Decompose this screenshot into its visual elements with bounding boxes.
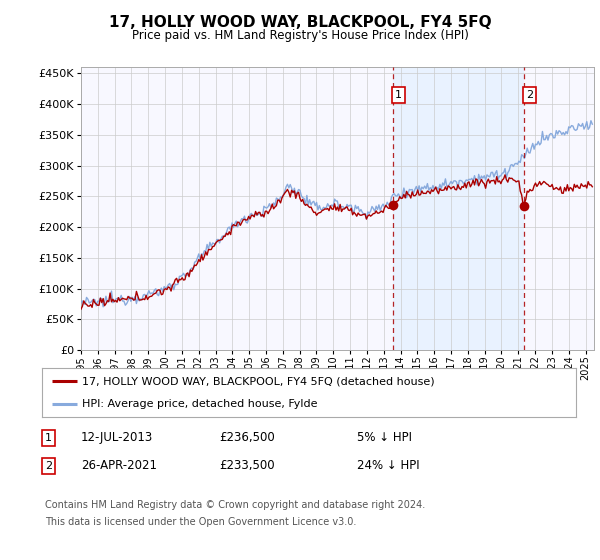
Text: 24% ↓ HPI: 24% ↓ HPI — [357, 459, 419, 473]
Text: Price paid vs. HM Land Registry's House Price Index (HPI): Price paid vs. HM Land Registry's House … — [131, 29, 469, 42]
Text: 2: 2 — [526, 90, 533, 100]
Text: This data is licensed under the Open Government Licence v3.0.: This data is licensed under the Open Gov… — [45, 517, 356, 527]
Text: £236,500: £236,500 — [219, 431, 275, 445]
Text: 2: 2 — [45, 461, 52, 471]
Text: 1: 1 — [45, 433, 52, 443]
Text: Contains HM Land Registry data © Crown copyright and database right 2024.: Contains HM Land Registry data © Crown c… — [45, 500, 425, 510]
Text: 5% ↓ HPI: 5% ↓ HPI — [357, 431, 412, 445]
Text: HPI: Average price, detached house, Fylde: HPI: Average price, detached house, Fyld… — [82, 399, 317, 409]
Text: £233,500: £233,500 — [219, 459, 275, 473]
Bar — [392, 67, 524, 350]
Text: 12-JUL-2013: 12-JUL-2013 — [81, 431, 153, 445]
Text: 17, HOLLY WOOD WAY, BLACKPOOL, FY4 5FQ (detached house): 17, HOLLY WOOD WAY, BLACKPOOL, FY4 5FQ (… — [82, 376, 434, 386]
Text: 17, HOLLY WOOD WAY, BLACKPOOL, FY4 5FQ: 17, HOLLY WOOD WAY, BLACKPOOL, FY4 5FQ — [109, 15, 491, 30]
Text: 26-APR-2021: 26-APR-2021 — [81, 459, 157, 473]
Text: 1: 1 — [395, 90, 402, 100]
